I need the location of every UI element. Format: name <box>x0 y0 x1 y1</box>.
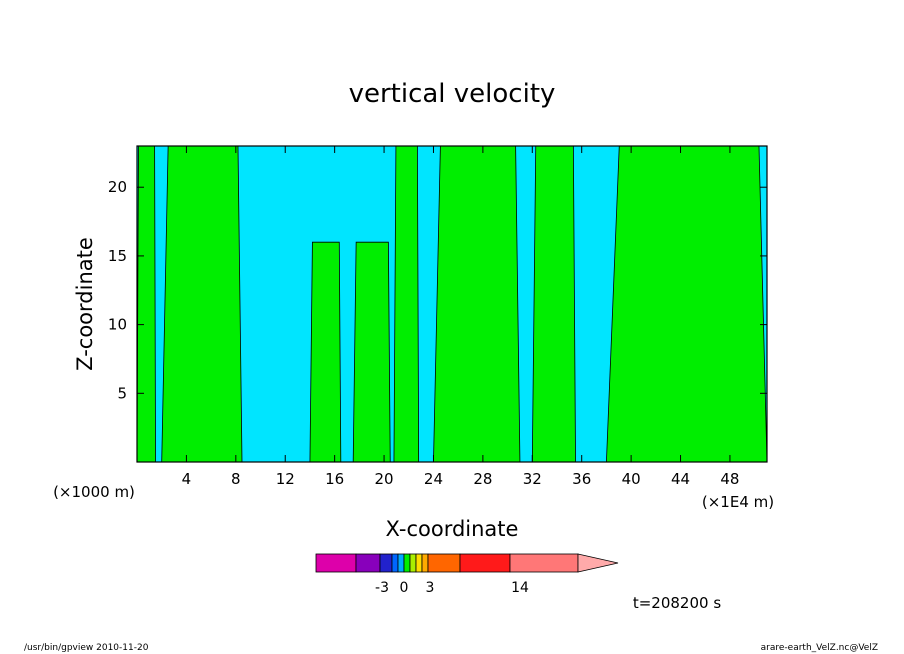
updraft-region <box>433 145 521 463</box>
colorbar-segment <box>379 553 393 573</box>
plot-frame <box>136 145 768 463</box>
x-tick-label: 12 <box>276 470 295 488</box>
colorbar-tick-label: -3 <box>375 580 389 596</box>
x-tick-label: 40 <box>622 470 641 488</box>
updraft-region <box>531 145 576 463</box>
colorbar-segment <box>355 553 381 573</box>
x-unit-left: (×1000 m) <box>53 483 135 501</box>
x-tick-label: 8 <box>231 470 241 488</box>
x-tick-label: 20 <box>375 470 394 488</box>
updraft-region <box>161 145 243 463</box>
y-tick-label: 15 <box>108 247 127 265</box>
colorbar <box>315 553 619 573</box>
x-axis: 4 8 12 16 20 24 28 32 36 40 44 48 <box>182 146 739 488</box>
x-tick-label: 24 <box>424 470 443 488</box>
y-axis: 5 10 15 20 <box>108 178 767 402</box>
y-tick-label: 5 <box>117 384 127 402</box>
x-unit-right: (×1E4 m) <box>702 493 774 511</box>
x-tick-label: 16 <box>325 470 344 488</box>
y-tick-label: 10 <box>108 316 127 334</box>
colorbar-segment <box>415 553 423 573</box>
x-tick-label: 44 <box>671 470 690 488</box>
updraft-region <box>352 241 391 463</box>
y-axis-label: Z-coordinate <box>73 237 97 371</box>
updraft-region <box>605 145 768 463</box>
updraft-region <box>309 241 342 463</box>
x-tick-label: 32 <box>523 470 542 488</box>
colorbar-segment <box>509 553 579 573</box>
x-tick-label: 4 <box>182 470 192 488</box>
x-axis-label: X-coordinate <box>386 517 519 541</box>
colorbar-segment <box>427 553 461 573</box>
colorbar-segment <box>459 553 511 573</box>
y-tick-label: 20 <box>108 178 127 196</box>
footer-left: /usr/bin/gpview 2010-11-20 <box>24 643 149 653</box>
colorbar-tick-label: 0 <box>400 580 409 596</box>
time-label: t=208200 s <box>633 594 721 612</box>
x-tick-label: 28 <box>473 470 492 488</box>
colorbar-tick-label: 14 <box>511 580 529 596</box>
chart-title: vertical velocity <box>349 79 556 109</box>
x-tick-label: 36 <box>572 470 591 488</box>
x-tick-label: 48 <box>720 470 739 488</box>
colorbar-segment <box>397 553 405 573</box>
colorbar-tick-label: 3 <box>426 580 435 596</box>
colorbar-arrow <box>577 553 619 573</box>
colorbar-segment <box>391 553 399 573</box>
colorbar-segment <box>409 553 417 573</box>
colorbar-segment <box>403 553 411 573</box>
plot-area <box>136 145 768 463</box>
footer-right: arare-earth_VelZ.nc@VelZ <box>761 643 878 653</box>
updraft-region <box>136 145 156 463</box>
colorbar-labels: -3 0 3 14 <box>375 580 529 596</box>
colorbar-segment <box>421 553 429 573</box>
colorbar-segment <box>315 553 357 573</box>
updraft-region <box>393 145 420 463</box>
